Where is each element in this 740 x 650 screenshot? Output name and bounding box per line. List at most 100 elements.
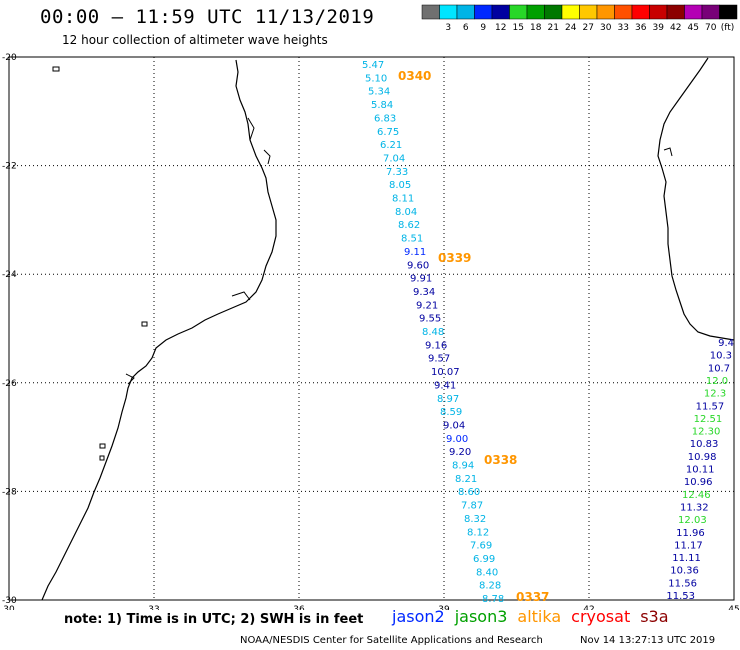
island-4: [99, 455, 105, 461]
satellite-name: altika: [517, 607, 562, 626]
lat-lon-grid: [9, 57, 734, 600]
legend-label: 3: [445, 23, 451, 33]
satellite-name: jason2: [392, 607, 445, 626]
swh-reading: 12.03: [678, 515, 707, 526]
coast-detail-2: [231, 291, 251, 301]
credit-line: NOAA/NESDIS Center for Satellite Applica…: [240, 635, 543, 646]
swh-reading: 11.32: [680, 502, 709, 513]
swh-reading: 6.83: [374, 113, 396, 124]
x-tick-label: 30: [3, 605, 15, 610]
swh-reading: 5.84: [371, 100, 393, 111]
swh-reading: 8.05: [389, 180, 411, 191]
pass-number-label: 0340: [398, 69, 431, 83]
swh-reading: 6.75: [377, 127, 399, 138]
swh-reading: 9.11: [404, 247, 426, 258]
coast-detail-1: [263, 149, 271, 165]
swh-reading: 11.53: [666, 591, 695, 602]
swh-reading: 10.36: [670, 566, 699, 577]
satellite-name: jason3: [454, 607, 508, 626]
legend-label: 39: [653, 23, 665, 33]
swh-reading: 11.11: [672, 553, 701, 564]
swh-reading: 10.96: [684, 477, 713, 488]
swh-reading: 11.96: [676, 528, 705, 539]
swh-reading: 9.20: [449, 447, 471, 458]
swh-reading: 9.21: [416, 300, 438, 311]
legend-swatch: [719, 4, 738, 20]
legend-label: 21: [548, 23, 559, 33]
legend-label: 27: [583, 23, 594, 33]
swh-reading: 12.30: [692, 427, 721, 438]
y-tick-label: -28: [2, 487, 17, 497]
y-tick-label: -30: [2, 596, 17, 606]
swh-reading: 7.33: [386, 167, 408, 178]
swh-reading: 11.17: [674, 540, 703, 551]
x-tick-label: 42: [583, 605, 594, 610]
coast-inlet: [247, 117, 255, 141]
swh-reading: 8.59: [440, 407, 462, 418]
swh-reading: 9.34: [413, 287, 435, 298]
swh-reading: 9.60: [407, 260, 429, 271]
map-area: 5.47 5.10 5.34 5.84 6.83 6.75 6.21 7.04 7.33 8.05…: [2, 53, 740, 610]
swh-reading: 11.56: [668, 578, 697, 589]
swh-reading: 10.83: [690, 439, 719, 450]
swh-reading: 7.04: [383, 153, 405, 164]
swh-reading: 8.21: [455, 474, 477, 485]
satellite-name: s3a: [640, 607, 669, 626]
footnote: note: 1) Time is in UTC; 2) SWH is in fe…: [64, 612, 364, 627]
legend-label: 9: [480, 23, 486, 33]
swh-reading: 6.99: [473, 554, 495, 565]
swh-reading: 8.28: [479, 581, 501, 592]
swh-reading: 8.40: [476, 567, 498, 578]
swh-reading: 8.51: [401, 234, 423, 245]
legend-label: 18: [530, 23, 542, 33]
swh-reading: 5.34: [368, 87, 390, 98]
legend-label: 30: [600, 23, 612, 33]
swh-reading: 9.41: [434, 380, 456, 391]
legend-label: 24: [565, 23, 577, 33]
swh-reading: 5.47: [362, 60, 384, 71]
swh-reading: 9.16: [425, 340, 447, 351]
swh-reading: 10.7: [708, 363, 730, 374]
map-subtitle: 12 hour collection of altimeter wave hei…: [62, 33, 328, 47]
swh-reading: 9.04: [443, 420, 465, 431]
swh-reading: 8.97: [437, 394, 459, 405]
legend-label: 36: [635, 23, 647, 33]
swh-reading: 8.94: [452, 461, 474, 472]
map-frame: [8, 56, 735, 601]
swh-reading: 10.11: [686, 465, 715, 476]
swh-reading: 8.78: [482, 594, 504, 605]
legend-label: 33: [618, 23, 629, 33]
africa-coastline: [41, 59, 277, 601]
satellite-legend: jason2 jason3 altika cryosat s3a: [392, 607, 679, 626]
legend-label: 15: [513, 23, 524, 33]
altimeter-tracks: 5.47 5.10 5.34 5.84 6.83 6.75 6.21 7.04 7.33 8.05…: [362, 60, 734, 605]
swh-reading: 9.00: [446, 434, 468, 445]
swh-reading: 12.51: [694, 414, 723, 425]
swh-reading: 8.32: [464, 514, 486, 525]
swh-reading: 7.69: [470, 541, 492, 552]
swh-reading: 8.11: [392, 194, 414, 205]
swh-reading: 8.04: [395, 207, 417, 218]
swh-reading: 6.21: [380, 140, 402, 151]
swh-reading: 11.57: [696, 401, 725, 412]
swh-reading: 10.3: [710, 351, 732, 362]
legend-unit: (ft): [721, 23, 735, 33]
color-legend: 3 6 9 12 15 18 21 24 27 30 33 36 39 42 45 70 (ft): [421, 4, 738, 33]
generation-timestamp: Nov 14 13:27:13 UTC 2019: [580, 635, 716, 646]
legend-label: 42: [670, 23, 681, 33]
swh-reading: 12.46: [682, 490, 711, 501]
swh-reading: 9.57: [428, 354, 450, 365]
y-tick-label: -26: [2, 379, 17, 389]
swh-reading: 7.87: [461, 501, 483, 512]
pass-number-label: 0339: [438, 251, 471, 265]
y-tick-label: -22: [2, 162, 17, 172]
swh-reading: 8.60: [458, 487, 480, 498]
swh-reading: 8.48: [422, 327, 444, 338]
island-2: [141, 321, 148, 327]
x-tick-label: 45: [728, 605, 739, 610]
swh-reading: 9.55: [419, 314, 441, 325]
swh-reading: 5.10: [365, 73, 387, 84]
legend-label: 70: [705, 23, 717, 33]
madagascar-coastline: [657, 57, 735, 341]
pass-number-label: 0338: [484, 453, 517, 467]
